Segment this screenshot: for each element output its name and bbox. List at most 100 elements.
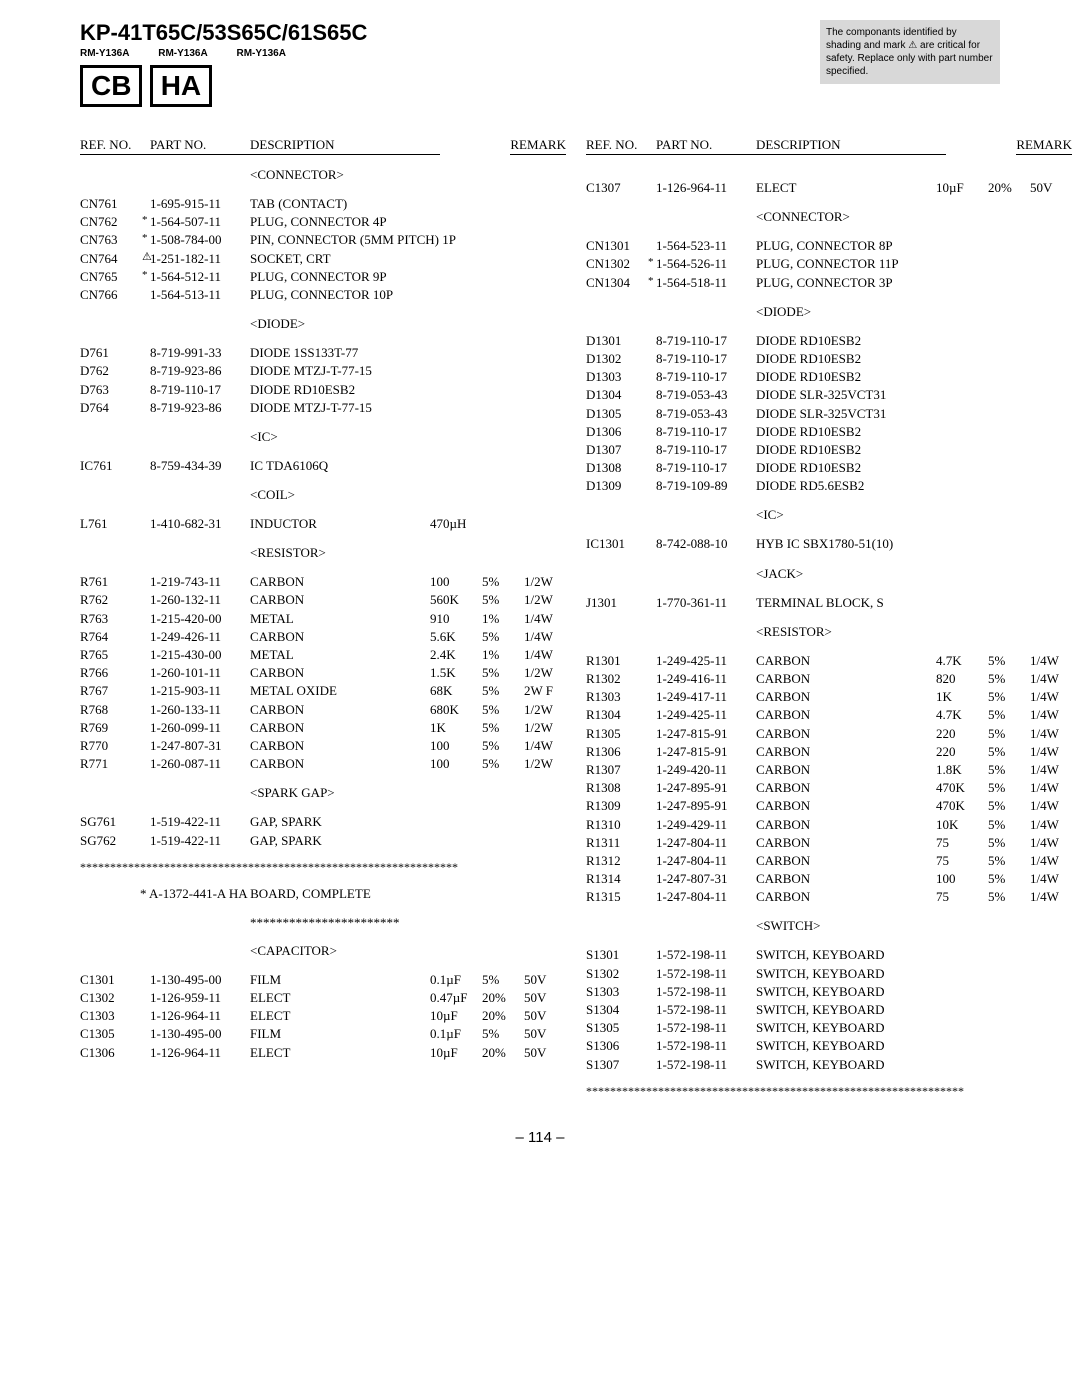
value-2 — [988, 386, 1030, 404]
symbol — [142, 344, 150, 362]
value-2 — [988, 1056, 1030, 1074]
value-2 — [988, 1037, 1030, 1055]
description: CARBON — [756, 779, 936, 797]
value-2 — [482, 231, 524, 249]
value-1: 1.8K — [936, 761, 988, 779]
symbol — [648, 423, 656, 441]
value-3: 50V — [524, 1007, 566, 1025]
symbol — [142, 701, 150, 719]
value-3 — [524, 381, 566, 399]
value-1: 100 — [936, 870, 988, 888]
hdr-ref: REF. NO. — [80, 137, 150, 155]
value-1: 68K — [430, 682, 482, 700]
value-2: 5% — [988, 852, 1030, 870]
value-1 — [936, 477, 988, 495]
part-no: 8-719-991-33 — [150, 344, 250, 362]
value-3 — [1030, 368, 1072, 386]
value-2: 1% — [482, 646, 524, 664]
value-1: 10K — [936, 816, 988, 834]
value-3: 1/4W — [1030, 688, 1072, 706]
part-no: 1-564-512-11 — [150, 268, 250, 286]
parts-row: CN7661-564-513-11PLUG, CONNECTOR 10P — [80, 286, 566, 304]
part-no: 1-215-420-00 — [150, 610, 250, 628]
ref-no: R763 — [80, 610, 142, 628]
description: GAP, SPARK — [250, 832, 430, 850]
ref-no: R764 — [80, 628, 142, 646]
parts-row: C13011-130-495-00FILM0.1µF5%50V — [80, 971, 566, 989]
symbol — [648, 594, 656, 612]
value-3: 50V — [1030, 179, 1072, 197]
parts-row: R13021-249-416-11CARBON8205%1/4W — [586, 670, 1072, 688]
value-1 — [430, 213, 482, 231]
value-1 — [430, 286, 482, 304]
value-2: 5% — [988, 670, 1030, 688]
symbol — [648, 965, 656, 983]
value-2: 5% — [988, 706, 1030, 724]
value-3: 1/4W — [1030, 870, 1072, 888]
symbol — [648, 983, 656, 1001]
parts-row: R7621-260-132-11CARBON560K5%1/2W — [80, 591, 566, 609]
parts-row: CN765*1-564-512-11PLUG, CONNECTOR 9P — [80, 268, 566, 286]
symbol — [648, 816, 656, 834]
parts-row: R7691-260-099-11CARBON1K5%1/2W — [80, 719, 566, 737]
ref-no: R1308 — [586, 779, 648, 797]
value-1: 100 — [430, 573, 482, 591]
value-1: 470K — [936, 779, 988, 797]
value-2 — [482, 515, 524, 533]
symbol — [142, 573, 150, 591]
section-title: <SWITCH> — [586, 918, 1072, 934]
parts-row: R13081-247-895-91CARBON470K5%1/4W — [586, 779, 1072, 797]
value-3: 1/2W — [524, 664, 566, 682]
symbol — [648, 888, 656, 906]
value-2: 5% — [482, 971, 524, 989]
ref-no: CN765 — [80, 268, 142, 286]
part-no: 1-126-964-11 — [150, 1044, 250, 1062]
value-2 — [988, 405, 1030, 423]
part-no: 1-572-198-11 — [656, 1056, 756, 1074]
section-title: <JACK> — [586, 566, 1072, 582]
section-title: <CONNECTOR> — [586, 209, 1072, 225]
value-1: 470µH — [430, 515, 482, 533]
asterisk-line: ****************************************… — [80, 860, 566, 875]
parts-row: R13011-249-425-11CARBON4.7K5%1/4W — [586, 652, 1072, 670]
description: IC TDA6106Q — [250, 457, 430, 475]
description: DIODE RD10ESB2 — [756, 423, 936, 441]
parts-row: R13061-247-815-91CARBON2205%1/4W — [586, 743, 1072, 761]
value-1: 1K — [430, 719, 482, 737]
symbol — [648, 350, 656, 368]
ref-no: IC761 — [80, 457, 142, 475]
ref-no: D1304 — [586, 386, 648, 404]
part-no: 1-247-804-11 — [656, 834, 756, 852]
parts-row: D13018-719-110-17DIODE RD10ESB2 — [586, 332, 1072, 350]
ref-no: R1302 — [586, 670, 648, 688]
description: CARBON — [250, 573, 430, 591]
symbol — [648, 652, 656, 670]
value-2 — [988, 332, 1030, 350]
value-2 — [988, 441, 1030, 459]
part-no: 8-719-109-89 — [656, 477, 756, 495]
part-no: 8-719-110-17 — [656, 332, 756, 350]
ref-no: CN1304 — [586, 274, 648, 292]
value-1 — [936, 386, 988, 404]
parts-row: C13021-126-959-11ELECT0.47µF20%50V — [80, 989, 566, 1007]
ref-no: C1303 — [80, 1007, 142, 1025]
description: CARBON — [756, 870, 936, 888]
value-2 — [988, 255, 1030, 273]
value-3 — [524, 268, 566, 286]
value-1 — [936, 405, 988, 423]
part-no: 1-249-426-11 — [150, 628, 250, 646]
value-2: 5% — [988, 797, 1030, 815]
value-3 — [1030, 535, 1072, 553]
part-no: 1-249-416-11 — [656, 670, 756, 688]
ref-no: CN766 — [80, 286, 142, 304]
part-no: 1-247-804-11 — [656, 852, 756, 870]
value-1 — [430, 344, 482, 362]
parts-row: J13011-770-361-11TERMINAL BLOCK, S — [586, 594, 1072, 612]
value-1 — [430, 362, 482, 380]
value-1 — [430, 813, 482, 831]
description: PLUG, CONNECTOR 10P — [250, 286, 430, 304]
parts-row: R13111-247-804-11CARBON755%1/4W — [586, 834, 1072, 852]
section-title: <CAPACITOR> — [80, 943, 566, 959]
description: SWITCH, KEYBOARD — [756, 946, 936, 964]
parts-row: R7611-219-743-11CARBON1005%1/2W — [80, 573, 566, 591]
